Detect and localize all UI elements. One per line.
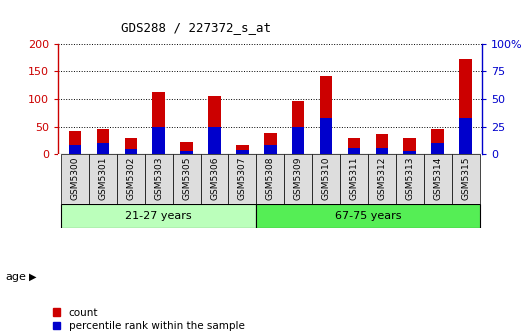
Text: GSM5313: GSM5313 bbox=[405, 157, 414, 200]
Bar bbox=[96, 129, 109, 154]
Text: ▶: ▶ bbox=[29, 272, 37, 282]
Text: GSM5301: GSM5301 bbox=[99, 157, 108, 200]
Bar bbox=[69, 145, 81, 154]
Bar bbox=[236, 150, 249, 154]
Text: GSM5302: GSM5302 bbox=[126, 157, 135, 200]
Text: age: age bbox=[5, 272, 26, 282]
Bar bbox=[257, 154, 284, 204]
Bar bbox=[431, 143, 444, 154]
Bar bbox=[396, 154, 423, 204]
Bar bbox=[292, 127, 304, 154]
Bar bbox=[69, 131, 81, 154]
Bar bbox=[320, 118, 332, 154]
Bar bbox=[320, 76, 332, 154]
Bar bbox=[228, 154, 257, 204]
Bar bbox=[312, 154, 340, 204]
Bar bbox=[452, 154, 480, 204]
Bar bbox=[173, 154, 200, 204]
Legend: count, percentile rank within the sample: count, percentile rank within the sample bbox=[53, 308, 244, 331]
Text: GSM5310: GSM5310 bbox=[322, 157, 331, 200]
Bar bbox=[96, 143, 109, 154]
Text: GSM5312: GSM5312 bbox=[377, 157, 386, 200]
Bar bbox=[340, 154, 368, 204]
Text: GSM5303: GSM5303 bbox=[154, 157, 163, 200]
Bar bbox=[125, 137, 137, 154]
Bar bbox=[180, 151, 193, 154]
Text: GSM5309: GSM5309 bbox=[294, 157, 303, 200]
Bar bbox=[348, 148, 360, 154]
Bar bbox=[117, 154, 145, 204]
Bar bbox=[153, 127, 165, 154]
Bar bbox=[376, 148, 388, 154]
Text: GSM5308: GSM5308 bbox=[266, 157, 275, 200]
Text: GDS288 / 227372_s_at: GDS288 / 227372_s_at bbox=[121, 20, 271, 34]
Bar bbox=[368, 154, 396, 204]
Bar bbox=[348, 137, 360, 154]
Bar bbox=[292, 100, 304, 154]
Bar bbox=[208, 127, 221, 154]
Bar bbox=[61, 154, 89, 204]
Text: 67-75 years: 67-75 years bbox=[334, 211, 401, 221]
Text: GSM5305: GSM5305 bbox=[182, 157, 191, 200]
Text: 21-27 years: 21-27 years bbox=[126, 211, 192, 221]
Bar bbox=[145, 154, 173, 204]
Bar bbox=[180, 142, 193, 154]
Bar bbox=[200, 154, 228, 204]
Bar bbox=[284, 154, 312, 204]
Bar bbox=[460, 118, 472, 154]
Bar bbox=[89, 154, 117, 204]
Text: GSM5314: GSM5314 bbox=[433, 157, 442, 200]
Text: GSM5315: GSM5315 bbox=[461, 157, 470, 200]
Bar bbox=[423, 154, 452, 204]
Bar bbox=[264, 145, 277, 154]
Bar bbox=[264, 133, 277, 154]
Bar bbox=[153, 92, 165, 154]
Bar bbox=[403, 151, 416, 154]
Bar bbox=[236, 145, 249, 154]
Text: GSM5306: GSM5306 bbox=[210, 157, 219, 200]
Bar bbox=[61, 204, 257, 228]
Bar bbox=[208, 96, 221, 154]
Bar bbox=[403, 137, 416, 154]
Bar bbox=[125, 149, 137, 154]
Text: GSM5300: GSM5300 bbox=[70, 157, 80, 200]
Bar bbox=[431, 129, 444, 154]
Text: GSM5307: GSM5307 bbox=[238, 157, 247, 200]
Text: GSM5311: GSM5311 bbox=[349, 157, 358, 200]
Bar bbox=[257, 204, 480, 228]
Bar bbox=[460, 59, 472, 154]
Bar bbox=[376, 134, 388, 154]
